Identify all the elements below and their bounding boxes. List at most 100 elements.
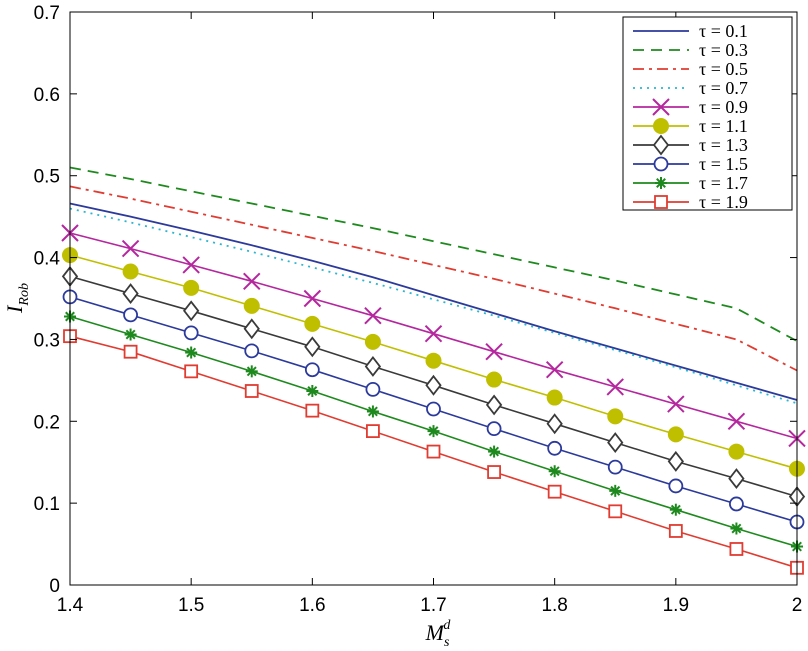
series-8: [64, 310, 803, 553]
svg-text:IRob: IRob: [2, 283, 32, 314]
series-marker: [182, 256, 200, 274]
series-marker: [728, 468, 745, 490]
x-tick-label: 2: [792, 595, 803, 616]
series-marker: [655, 177, 667, 189]
series-marker: [243, 272, 261, 291]
legend-label: τ = 1.9: [699, 192, 748, 212]
series-marker: [654, 195, 668, 209]
y-tick-label: 0.6: [34, 85, 60, 106]
y-axis-label: IRob: [2, 283, 32, 314]
series-marker: [425, 352, 442, 369]
x-tick-label: 1.5: [178, 595, 204, 616]
series-marker: [727, 412, 746, 430]
series-marker: [244, 384, 259, 398]
series-marker: [425, 374, 442, 396]
series-marker: [123, 344, 138, 359]
series-marker: [486, 421, 502, 437]
legend-entry: τ = 1.1: [633, 116, 748, 136]
legend-entry: τ = 0.9: [633, 97, 748, 117]
series-line: [69, 185, 798, 372]
series-marker: [304, 362, 320, 378]
series-marker: [485, 394, 503, 416]
series-3: [69, 207, 798, 405]
series-line: [69, 207, 798, 405]
x-tick-label: 1.7: [420, 595, 446, 616]
series-marker: [306, 384, 319, 397]
legend-label: τ = 0.7: [699, 78, 748, 98]
series-marker: [304, 315, 321, 332]
legend-label: τ = 0.1: [699, 21, 748, 41]
series-marker: [653, 156, 669, 172]
legend-label: τ = 1.3: [699, 135, 748, 155]
series-marker: [305, 403, 320, 418]
series-marker: [607, 432, 624, 454]
legend-label: τ = 0.5: [699, 59, 748, 79]
series-marker: [546, 413, 563, 435]
y-tick-label: 0: [49, 576, 60, 597]
y-tick-label: 0.3: [34, 330, 60, 351]
y-tick-label: 0.7: [34, 3, 60, 24]
y-tick-label: 0.2: [34, 412, 60, 433]
series-line: [69, 166, 798, 342]
legend-entry: τ = 0.5: [633, 59, 748, 79]
series-2: [69, 185, 798, 372]
series-line: [69, 202, 798, 401]
series-marker: [729, 542, 744, 556]
x-tick-label: 1.4: [57, 595, 84, 616]
legend-entry: τ = 1.3: [633, 134, 748, 156]
legend-label: τ = 0.9: [699, 97, 748, 117]
series-marker: [669, 503, 682, 516]
series-marker: [486, 371, 503, 388]
series-6: [61, 265, 806, 508]
series-marker: [364, 306, 382, 325]
legend-entry: τ = 1.7: [633, 173, 748, 193]
legend-entry: τ = 1.9: [633, 192, 748, 212]
series-marker: [546, 389, 563, 406]
legend-entry: τ = 0.7: [633, 78, 748, 98]
series-marker: [547, 484, 562, 499]
x-axis-label: Msd: [425, 618, 452, 650]
legend-entry: τ = 0.1: [633, 21, 748, 41]
series-marker: [609, 484, 622, 497]
series-marker: [427, 425, 440, 438]
series-marker: [245, 365, 258, 378]
y-tick-label: 0.4: [34, 249, 61, 270]
x-tick-label: 1.9: [663, 595, 689, 616]
y-tick-label: 0.1: [34, 494, 60, 515]
series-marker: [488, 445, 501, 458]
series-marker: [243, 318, 260, 340]
series-marker: [426, 444, 441, 459]
series-marker: [364, 333, 381, 350]
series-marker: [653, 118, 669, 134]
y-tick-label: 0.5: [34, 167, 60, 188]
legend-entry: τ = 1.5: [633, 154, 748, 174]
series-marker: [244, 343, 260, 359]
series-marker: [183, 325, 199, 341]
series-marker: [122, 283, 139, 305]
series-marker: [729, 496, 744, 512]
series-marker: [667, 450, 684, 472]
legend-label: τ = 1.1: [699, 116, 748, 136]
series-marker: [545, 361, 564, 379]
x-tick-label: 1.8: [541, 595, 567, 616]
series-marker: [426, 401, 441, 417]
series-marker: [124, 328, 137, 341]
legend-label: τ = 1.5: [699, 154, 748, 174]
series-marker: [728, 443, 745, 460]
series-marker: [668, 524, 683, 538]
series-marker: [548, 465, 561, 478]
series-marker: [487, 465, 501, 479]
series-marker: [121, 239, 140, 258]
series-marker: [365, 381, 381, 397]
legend-entry: τ = 0.3: [633, 40, 748, 60]
series-marker: [607, 408, 624, 425]
series-marker: [667, 395, 685, 413]
series-marker: [607, 459, 623, 475]
series-marker: [123, 307, 138, 323]
series-marker: [652, 134, 670, 156]
series-marker: [122, 263, 139, 280]
series-7: [62, 289, 805, 530]
series-marker: [424, 324, 443, 343]
series-marker: [185, 346, 198, 359]
